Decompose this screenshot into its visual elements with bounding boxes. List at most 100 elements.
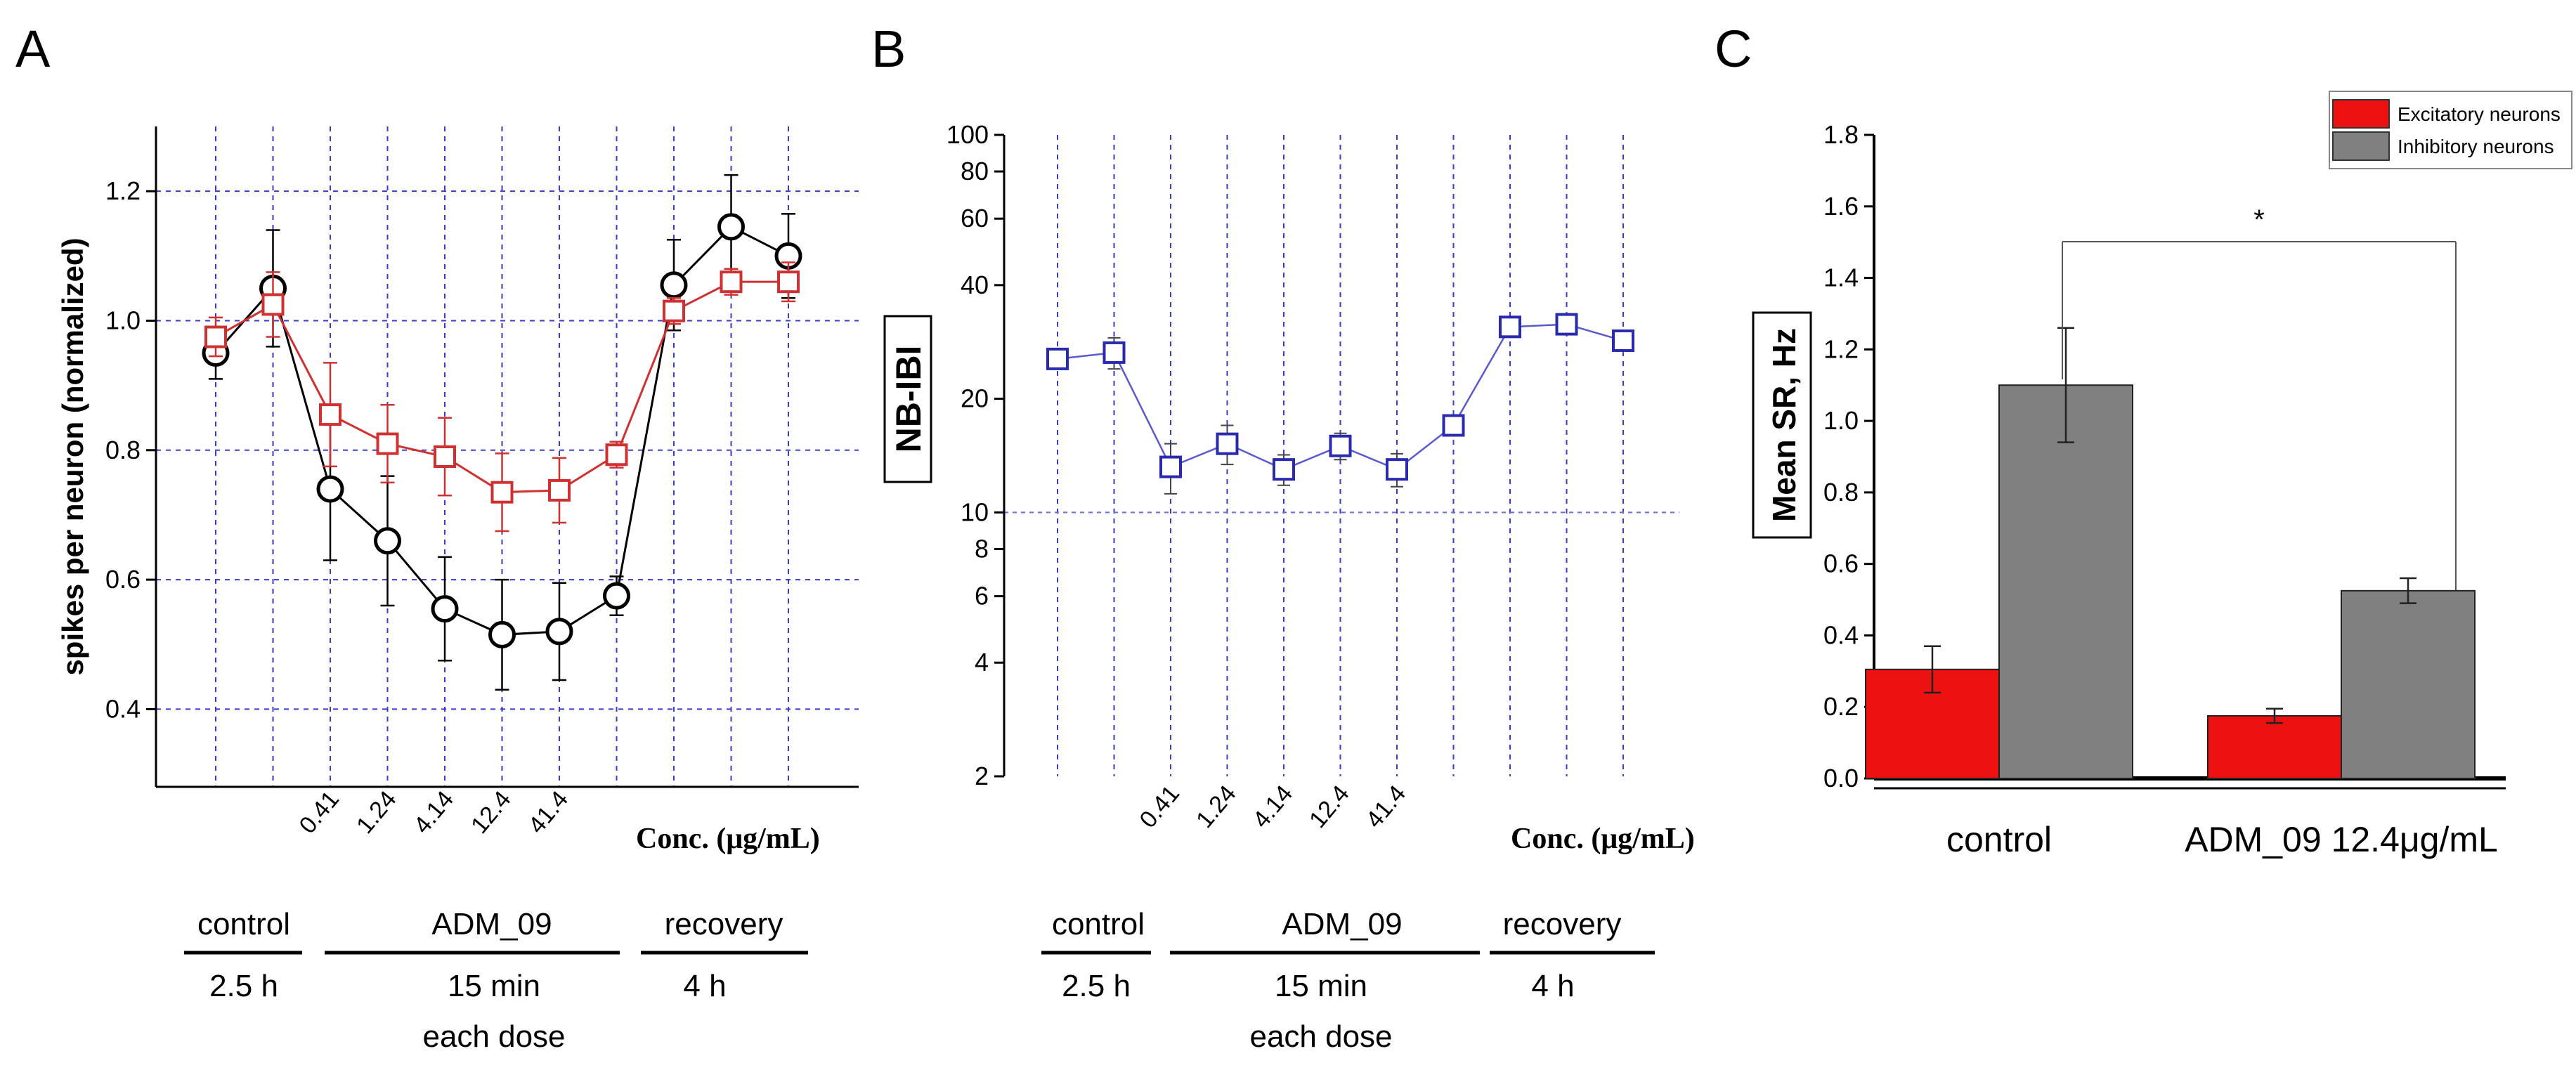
timeline-b-drug-each-dose: each dose [1249, 1019, 1392, 1054]
chart-a-x-label: Conc. (μg/mL) [636, 823, 820, 855]
a-point-1-4 [434, 445, 456, 468]
timeline-a-control: control [197, 907, 290, 941]
a-point-1-6 [548, 478, 571, 502]
panel-a-label: A [15, 20, 51, 78]
c-ytick-label-3: 0.6 [1823, 549, 1859, 578]
b-xtick-label-2: 4.14 [1247, 781, 1298, 833]
a-xtick-label-3: 12.4 [466, 786, 516, 839]
timeline-a-control-duration: 2.5 h [209, 969, 278, 1003]
chart-c-y-ticks: 0.0 0.2 0.4 0.6 0.8 1.0 1.2 1.4 1.6 1.8 [1823, 120, 1874, 792]
c-category-label-0: control [1946, 820, 2052, 859]
a-xtick-label-4: 41.4 [523, 786, 573, 839]
b-ytick-label-3: 8 [975, 534, 989, 563]
a-ytick-label-3: 1.0 [105, 306, 141, 334]
a-point-0-9 [717, 213, 745, 241]
a-point-1-5 [490, 481, 514, 504]
c-ytick-label-2: 0.4 [1823, 620, 1859, 649]
chart-a-y-ticks: 0.4 0.6 0.8 1.0 1.2 [105, 176, 156, 723]
c-ytick-label-4: 0.8 [1823, 478, 1859, 507]
a-point-1-9 [720, 270, 743, 294]
b-ytick-label-6: 40 [961, 270, 989, 299]
chart-c-y-label: Mean SR, Hz [1766, 328, 1802, 522]
timeline-a-drug-each-dose: each dose [422, 1019, 565, 1054]
legend-label-inhibitory: Inhibitory neurons [2398, 136, 2554, 157]
b-xtick-label-0: 0.41 [1134, 781, 1185, 833]
c-bar-1-0 [1998, 384, 2133, 779]
c-ytick-label-9: 1.8 [1823, 120, 1859, 149]
legend-swatch-inhibitory [2332, 131, 2390, 161]
a-ytick-label-4: 1.2 [105, 176, 141, 205]
significance-star: * [2253, 204, 2265, 235]
chart-c-bars [1865, 327, 2476, 780]
b-point-0-0 [1046, 347, 1069, 370]
b-point-0-10 [1612, 329, 1634, 352]
chart-b-x-label: Conc. (μg/mL) [1511, 823, 1695, 855]
c-bar-1-1 [2341, 589, 2476, 779]
b-point-0-7 [1442, 414, 1465, 437]
b-xtick-label-3: 12.4 [1304, 781, 1355, 833]
a-xtick-label-1: 1.24 [351, 786, 402, 839]
b-point-0-3 [1216, 432, 1239, 455]
a-point-1-0 [204, 325, 227, 348]
a-point-1-3 [376, 432, 399, 455]
chart-c-legend: Excitatory neurons Inhibitory neurons [2329, 91, 2572, 169]
a-xtick-label-0: 0.41 [294, 786, 344, 839]
chart-b-y-label: NB-IBI [889, 346, 928, 453]
legend-swatch-excitatory [2332, 99, 2390, 129]
b-ytick-label-8: 80 [961, 157, 989, 185]
a-point-1-7 [605, 443, 628, 466]
chart-a-axes [155, 126, 859, 788]
timeline-a-drug-duration: 15 min [448, 969, 540, 1003]
a-point-0-4 [431, 595, 459, 623]
timeline-a-recovery: recovery [665, 907, 783, 941]
b-ytick-label-1: 4 [975, 648, 989, 677]
chart-a: A 0.4 0.6 0.8 1.0 1.2 0.41 1.24 4.14 12.4 41.4 s… [15, 20, 859, 1054]
b-xtick-label-4: 41.4 [1360, 781, 1411, 833]
timeline-b-drug-duration: 15 min [1275, 969, 1367, 1003]
timeline-b-drug: ADM_09 [1282, 907, 1402, 941]
a-point-0-2 [316, 475, 344, 503]
c-ytick-label-6: 1.2 [1823, 334, 1859, 363]
b-xtick-label-1: 1.24 [1191, 781, 1242, 833]
panel-a: A 0.4 0.6 0.8 1.0 1.2 0.41 1.24 4.14 12.4 41.4 s… [0, 0, 906, 1077]
a-ytick-label-1: 0.6 [105, 565, 141, 594]
c-ytick-label-7: 1.4 [1823, 263, 1859, 292]
c-bar-0-1 [2207, 714, 2342, 780]
a-point-0-7 [603, 582, 630, 610]
c-ytick-label-5: 1.0 [1823, 406, 1859, 435]
b-ytick-label-9: 100 [947, 120, 989, 149]
a-point-1-2 [319, 403, 341, 426]
b-ytick-label-7: 60 [961, 204, 989, 233]
chart-b: B 2 4 6 8 10 20 40 60 80 100 0.41 1.24 4.14 12.4 41.4… [871, 20, 1695, 1054]
chart-a-y-label: spikes per neuron (normalized) [56, 237, 89, 675]
timeline-a: control 2.5 h ADM_09 15 min each dose re… [184, 907, 808, 1054]
timeline-b-control: control [1052, 907, 1145, 941]
c-category-label-1: ADM_09 12.4μg/mL [2185, 820, 2498, 859]
b-point-0-8 [1499, 315, 1521, 339]
b-ytick-label-4: 10 [961, 497, 989, 526]
a-ytick-label-2: 0.8 [105, 436, 141, 464]
chart-b-y-ticks: 2 4 6 8 10 20 40 60 80 100 [947, 120, 1004, 790]
a-point-0-3 [374, 527, 401, 555]
a-point-0-8 [660, 271, 688, 299]
a-ytick-label-0: 0.4 [105, 694, 141, 723]
chart-c: C 0.0 0.2 0.4 0.6 0.8 1.0 1.2 1.4 1.6 1.8 control… [1715, 20, 2572, 859]
b-point-0-9 [1555, 313, 1578, 336]
a-xtick-label-2: 4.14 [408, 786, 459, 839]
chart-a-x-ticks: 0.41 1.24 4.14 12.4 41.4 [294, 786, 573, 839]
c-ytick-label-1: 0.2 [1823, 692, 1859, 721]
chart-c-x-ticks: control ADM_09 12.4μg/mL [1946, 820, 2498, 859]
a-point-1-1 [261, 293, 285, 316]
chart-b-y-label-box: NB-IBI [883, 315, 932, 483]
chart-b-series [1046, 313, 1634, 495]
b-point-0-5 [1329, 434, 1352, 457]
timeline-b-recovery: recovery [1503, 907, 1622, 941]
b-ytick-label-2: 6 [975, 582, 989, 611]
legend-label-excitatory: Excitatory neurons [2398, 103, 2561, 125]
panel-b: B 2 4 6 8 10 20 40 60 80 100 0.41 1.24 4.14 12.4 41.4… [857, 0, 1743, 1077]
chart-b-grid [1004, 135, 1679, 776]
b-point-0-4 [1273, 458, 1295, 481]
timeline-b: control 2.5 h ADM_09 15 min each dose re… [1041, 907, 1655, 1054]
chart-a-series [202, 174, 802, 691]
a-point-0-6 [545, 618, 573, 646]
